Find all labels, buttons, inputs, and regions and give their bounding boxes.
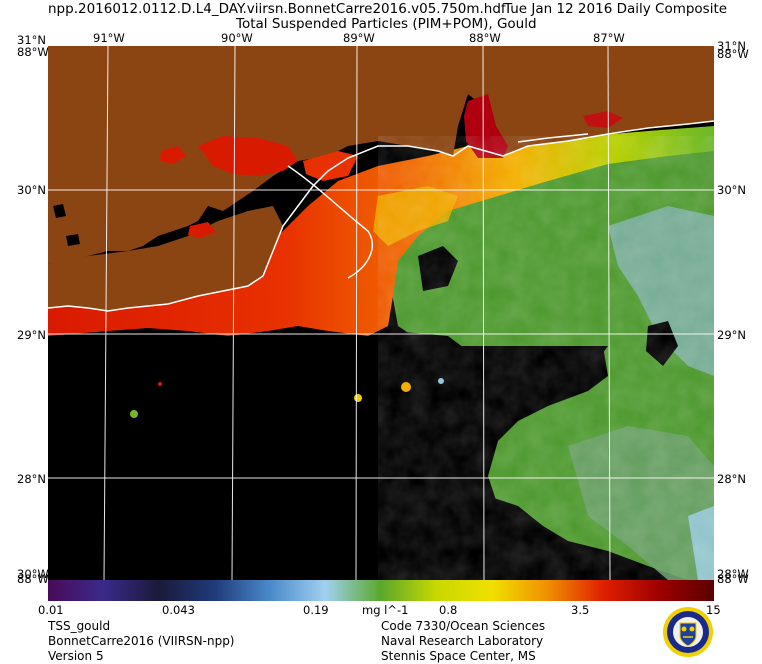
footer-location: Stennis Space Center, MS: [381, 649, 536, 663]
corner-top-left-a: 31°N: [17, 33, 46, 47]
lake-pontchartrain: [198, 136, 298, 176]
coastline: [48, 120, 714, 312]
tss-map: [48, 46, 714, 580]
data-spot: [438, 378, 444, 384]
bay-east: [583, 111, 623, 128]
file-title: npp.2016012.0112.D.L4_DAY.viirsn.BonnetC…: [48, 1, 506, 17]
data-spot: [158, 382, 162, 386]
cbar-tick-2: 0.19: [303, 603, 329, 617]
footer-lab: Naval Research Laboratory: [381, 634, 544, 648]
land-pool-1: [53, 204, 66, 218]
lon-label-91w: 91°W: [93, 31, 125, 45]
corner-bottom-left-a: 30°W: [17, 567, 49, 581]
corner-bottom-right-b: 88°W: [717, 572, 749, 586]
footer-code: Code 7330/Ocean Sciences: [381, 619, 546, 633]
date-title: Tue Jan 12 2016 Daily Composite: [504, 1, 728, 17]
corner-bottom-right-a: 28°W: [717, 567, 749, 581]
nrl-seal-logo: [663, 607, 713, 657]
land-pool-2: [66, 234, 80, 246]
data-spot: [401, 382, 411, 392]
cbar-tick-5: 15: [706, 603, 721, 617]
lat-label-left-30n: 30°N: [17, 183, 46, 197]
corner-bottom-left-b: 88°W: [17, 572, 49, 586]
footer-version: Version 5: [48, 649, 104, 663]
corner-top-right-a: 31°N: [717, 39, 746, 53]
data-spot: [130, 410, 138, 418]
lon-label-90w: 90°W: [221, 31, 253, 45]
land-delta: [48, 206, 283, 311]
lat-label-left-29n: 29°N: [17, 328, 46, 342]
lat-label-right-30n: 30°N: [717, 183, 746, 197]
small-lake: [188, 222, 216, 238]
lake-maurepas: [160, 146, 186, 164]
lat-label-left-28n: 28°N: [17, 472, 46, 486]
cbar-unit: mg l^-1: [362, 603, 409, 617]
lon-label-88w: 88°W: [469, 31, 501, 45]
footer-product: TSS_gould: [48, 619, 111, 633]
cbar-tick-3: 0.8: [439, 603, 458, 617]
footer-region: BonnetCarre2016 (VIIRSN-npp): [48, 634, 235, 648]
barrier-islands: [287, 133, 589, 279]
lon-label-87w: 87°W: [593, 31, 625, 45]
graticule: [48, 46, 714, 580]
cbar-tick-4: 3.5: [571, 603, 590, 617]
land: [48, 46, 714, 264]
lon-label-89w: 89°W: [343, 31, 375, 45]
corner-top-right-b: 88°W: [717, 47, 749, 61]
corner-top-left-b: 88°W: [17, 45, 49, 59]
lat-label-right-28n: 28°N: [717, 472, 746, 486]
colorbar: [48, 580, 714, 601]
lake-borgne: [303, 151, 358, 181]
cbar-tick-1: 0.043: [162, 603, 195, 617]
lat-label-right-29n: 29°N: [717, 328, 746, 342]
product-title: Total Suspended Particles (PIM+POM), Gou…: [236, 16, 537, 32]
data-spot: [354, 394, 362, 402]
cbar-tick-0: 0.01: [38, 603, 64, 617]
